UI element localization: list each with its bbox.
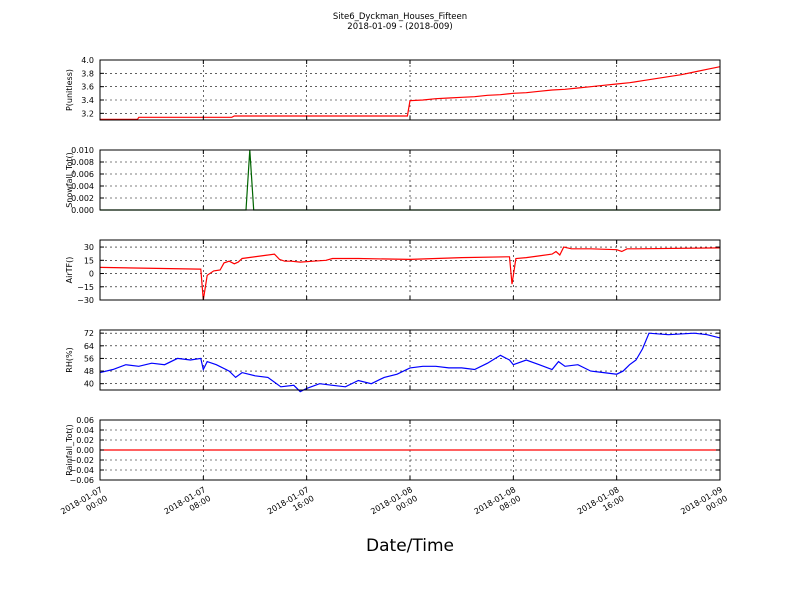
y-tick-label: 72 — [84, 329, 94, 338]
y-tick-label: 3.8 — [81, 69, 94, 78]
y-tick-label: 15 — [84, 256, 94, 265]
y-tick-label: 40 — [84, 380, 94, 389]
y-axis-label: Rainfall_Tot() — [65, 424, 74, 476]
y-tick-label: 0.04 — [76, 426, 94, 435]
y-tick-label: 0.002 — [71, 194, 94, 203]
y-tick-label: −0.02 — [69, 456, 94, 465]
panel-0: 3.2 3.4 3.6 3.8 4.0 P(unitless) — [65, 56, 721, 121]
y-tick-label: 0.02 — [76, 436, 94, 445]
series-line-2 — [99, 246, 721, 301]
panel-2: 30 15 0 −15 −30 AirTF() — [65, 239, 721, 305]
y-tick-label: 30 — [84, 243, 94, 252]
series-line-0 — [100, 66, 721, 120]
series-line-3 — [99, 332, 721, 393]
y-axis-label: Snowfall_Tot() — [65, 152, 74, 208]
y-tick-label: 0.006 — [71, 170, 94, 179]
y-axis-label: RH(%) — [65, 347, 74, 372]
y-tick-label: −30 — [77, 296, 94, 305]
y-tick-label: −15 — [77, 283, 94, 292]
y-tick-label: 0.000 — [71, 206, 94, 215]
y-tick-label: 56 — [84, 354, 94, 363]
chart-title: Site6_Dyckman_Houses_Fifteen — [333, 12, 467, 22]
y-axis-label: P(unitless) — [65, 69, 74, 111]
y-tick-label: 3.2 — [81, 109, 94, 118]
y-tick-label: 64 — [84, 342, 94, 351]
panel-4: 0.060.040.020.00−0.02−0.04−0.06Rainfall_… — [65, 416, 721, 485]
y-tick-label: 0 — [89, 270, 94, 279]
panel-1: 0.000 0.002 0.004 0.006 0.008 0.010Snowfall_T… — [65, 146, 721, 215]
y-tick-label: −0.04 — [69, 466, 94, 475]
x-axis-label: Date/Time — [366, 536, 454, 556]
y-tick-label: 3.4 — [81, 96, 94, 105]
y-tick-label: 0.010 — [71, 146, 94, 155]
y-tick-label: 0.00 — [76, 446, 94, 455]
chart-subtitle: 2018-01-09 - (2018-009) — [347, 22, 452, 32]
panel-3: 72 64 56 48 40 RH(%) — [65, 329, 721, 393]
y-tick-label: 0.06 — [76, 416, 94, 425]
y-tick-label: 3.6 — [81, 83, 94, 92]
y-tick-label: 4.0 — [81, 56, 94, 65]
y-tick-label: 0.008 — [71, 158, 94, 167]
y-tick-label: −0.06 — [69, 476, 94, 485]
y-tick-label: 48 — [84, 367, 94, 376]
y-tick-label: 0.004 — [71, 182, 94, 191]
y-axis-label: AirTF() — [65, 257, 74, 284]
